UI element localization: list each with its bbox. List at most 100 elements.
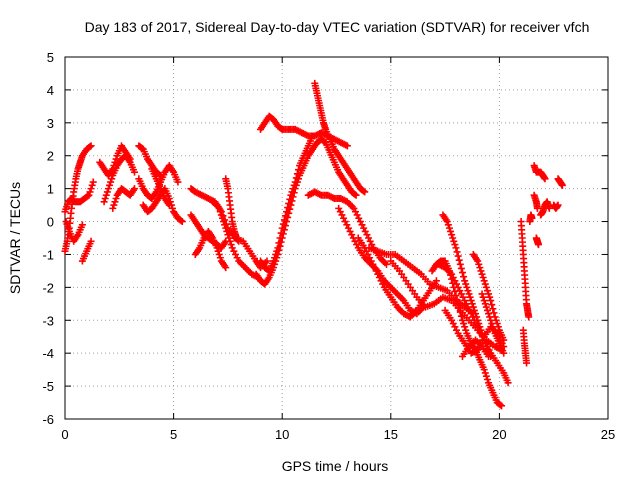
data-point <box>474 257 482 265</box>
data-point <box>476 323 484 331</box>
data-point <box>214 247 222 255</box>
y-tick-label: -3 <box>42 313 54 328</box>
data-point <box>388 285 396 293</box>
data-point <box>533 204 541 212</box>
x-tick-label: 10 <box>275 427 289 442</box>
x-tick-label: 0 <box>61 427 68 442</box>
data-point <box>395 292 403 300</box>
data-point <box>478 290 486 298</box>
data-point <box>398 295 406 303</box>
data-point <box>109 204 117 212</box>
data-point <box>273 247 281 255</box>
data-point <box>488 320 496 328</box>
data-point <box>88 181 96 189</box>
data-point <box>448 231 456 239</box>
data-point <box>379 257 387 265</box>
data-point <box>87 142 95 150</box>
data-point <box>308 190 316 198</box>
series-s26 <box>428 257 506 410</box>
data-point <box>276 234 284 242</box>
series-s1 <box>61 142 95 255</box>
data-point <box>453 296 461 304</box>
data-point <box>381 259 389 267</box>
series-s4 <box>78 237 95 265</box>
data-point <box>451 287 459 295</box>
data-point <box>489 323 497 331</box>
data-point <box>104 185 112 193</box>
data-point <box>366 237 374 245</box>
x-axis-label: GPS time / hours <box>282 458 389 474</box>
x-tick-label: 5 <box>170 427 177 442</box>
data-point <box>279 220 287 228</box>
series-s30 <box>458 336 493 360</box>
series-s9 <box>135 162 182 203</box>
data-point <box>336 208 344 216</box>
series-s41 <box>554 175 566 189</box>
data-point <box>456 260 464 268</box>
data-point <box>393 290 401 298</box>
data-point <box>451 241 459 249</box>
series-s37 <box>530 191 541 212</box>
series-s2 <box>61 178 97 216</box>
data-point <box>230 247 238 255</box>
data-point <box>343 142 351 150</box>
data-point <box>355 214 363 222</box>
data-point <box>554 201 562 209</box>
data-point <box>236 259 244 267</box>
data-point <box>289 185 297 193</box>
data-point <box>106 181 114 189</box>
y-tick-label: 4 <box>47 83 54 98</box>
data-point <box>338 211 346 219</box>
data-point <box>219 212 227 220</box>
data-point <box>453 248 461 256</box>
data-point <box>101 195 109 203</box>
data-point <box>280 216 288 224</box>
data-point <box>460 273 468 281</box>
data-point <box>456 308 464 316</box>
data-point <box>272 250 280 258</box>
data-point <box>444 221 452 229</box>
data-point <box>545 204 553 212</box>
data-point <box>474 316 482 324</box>
data-point <box>287 191 295 199</box>
data-point <box>174 178 182 186</box>
data-point <box>367 257 375 265</box>
data-points <box>61 79 566 410</box>
data-point <box>397 306 405 314</box>
data-point <box>534 241 542 249</box>
data-point <box>462 280 470 288</box>
data-point <box>504 379 512 387</box>
data-point <box>274 244 282 252</box>
data-point <box>102 191 110 199</box>
series-s34 <box>519 326 531 367</box>
data-point <box>277 229 285 237</box>
data-point <box>453 326 461 334</box>
data-point <box>235 237 243 245</box>
data-point <box>411 308 419 316</box>
data-point <box>178 218 186 226</box>
series-s12 <box>187 185 262 281</box>
data-point <box>375 273 383 281</box>
data-point <box>382 260 390 268</box>
axis-ticks <box>64 56 609 420</box>
data-point <box>482 283 490 291</box>
data-point <box>292 174 300 182</box>
data-point <box>243 265 251 273</box>
data-point <box>108 175 116 183</box>
data-point <box>353 241 361 249</box>
data-point <box>364 250 372 258</box>
data-point <box>476 264 484 272</box>
data-point <box>480 277 488 285</box>
data-point <box>487 316 495 324</box>
data-point <box>479 293 487 301</box>
data-point <box>478 270 486 278</box>
data-point <box>466 293 474 301</box>
data-point <box>353 211 361 219</box>
series-s6 <box>100 152 139 206</box>
series-s14 <box>191 227 230 272</box>
data-point <box>84 192 92 200</box>
data-point <box>233 254 241 262</box>
data-point <box>110 201 118 209</box>
data-point <box>107 178 115 186</box>
